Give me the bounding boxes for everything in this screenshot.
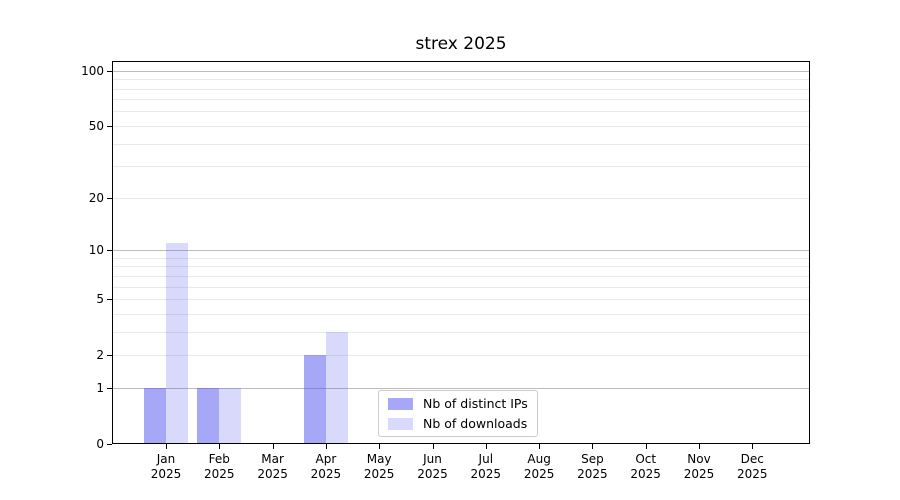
bar-distinct-ips-jan [144,387,166,443]
y-axis-tick-label: 2 [96,348,104,363]
bar-downloads-jan [166,242,188,443]
x-axis-tick [752,444,754,449]
x-axis-tick-label-mar: Mar 2025 [257,452,288,481]
chart-title: strex 2025 [415,34,507,54]
bar-distinct-ips-apr [303,355,326,443]
legend-label-downloads: Nb of downloads [423,415,528,431]
gridline-minor [113,299,809,301]
gridline-minor [113,355,809,357]
plot-area [112,61,810,444]
gridline-minor [113,266,809,268]
bar-downloads-feb [219,387,242,443]
legend-label-distinct-ips: Nb of distinct IPs [423,395,528,411]
y-axis-tick-label: 10 [88,243,104,258]
x-axis-tick [325,444,327,449]
y-axis-tick [107,444,112,445]
y-axis-tick-label: 100 [81,63,104,78]
gridline-minor [113,111,809,113]
gridline-minor [113,166,809,168]
gridline-minor [113,313,809,315]
x-axis-tick-label-jul: Jul 2025 [470,452,502,481]
y-axis-tick [107,387,112,389]
gridline-minor [113,99,809,101]
gridline-major [113,250,809,252]
y-axis-tick-label: 0 [96,437,104,451]
y-axis-tick-label: 50 [88,118,104,133]
x-axis-tick [432,444,434,449]
gridline-minor [113,331,809,333]
x-axis-tick [592,444,594,449]
x-axis-tick-label-aug: Aug 2025 [523,452,555,481]
x-axis-tick-label-sep: Sep 2025 [577,452,608,481]
x-axis-tick-label-jan: Jan 2025 [150,452,182,481]
y-axis-tick [107,70,112,72]
x-axis-tick-label-apr: Apr 2025 [310,452,342,481]
x-axis-tick [219,444,221,449]
y-axis-tick [107,250,112,252]
legend-swatch-distinct-ips [388,397,413,410]
y-axis-tick-label: 1 [96,380,104,395]
y-axis-tick [107,355,112,357]
y-axis-tick [107,125,112,127]
gridline-minor [113,197,809,199]
gridline-major [113,70,809,72]
x-axis-tick [272,444,274,449]
x-axis-tick [539,444,541,449]
y-axis-tick-label: 20 [88,190,104,205]
gridline-minor [113,286,809,288]
legend: Nb of distinct IPs Nb of downloads [378,390,538,437]
x-axis-tick [379,444,381,449]
x-axis-tick-label-oct: Oct 2025 [630,452,661,481]
gridline-minor [113,143,809,145]
y-axis-tick-label: 5 [96,292,104,307]
y-axis-tick [107,299,112,301]
gridline-major [113,387,809,389]
x-axis-tick-label-jun: Jun 2025 [417,452,448,481]
x-axis-tick-label-dec: Dec 2025 [737,452,768,481]
x-axis-tick [166,444,167,449]
y-axis-tick [107,197,112,199]
legend-item-downloads: Nb of downloads [388,415,528,432]
x-axis-tick [699,444,700,449]
gridline-minor [113,275,809,277]
x-axis-tick-label-nov: Nov 2025 [683,452,715,481]
legend-swatch-downloads [388,417,413,430]
x-axis-tick [485,444,487,449]
x-axis-tick [645,444,647,449]
legend-item-distinct-ips: Nb of distinct IPs [388,395,528,412]
bar-distinct-ips-feb [197,387,220,443]
x-axis-tick-label-feb: Feb 2025 [204,452,235,481]
gridline-minor [113,257,809,259]
x-axis-tick-label-may: May 2025 [363,452,395,481]
bar-downloads-apr [325,331,348,443]
gridline-minor [113,125,809,127]
gridline-minor [113,79,809,81]
gridline-minor [113,88,809,90]
